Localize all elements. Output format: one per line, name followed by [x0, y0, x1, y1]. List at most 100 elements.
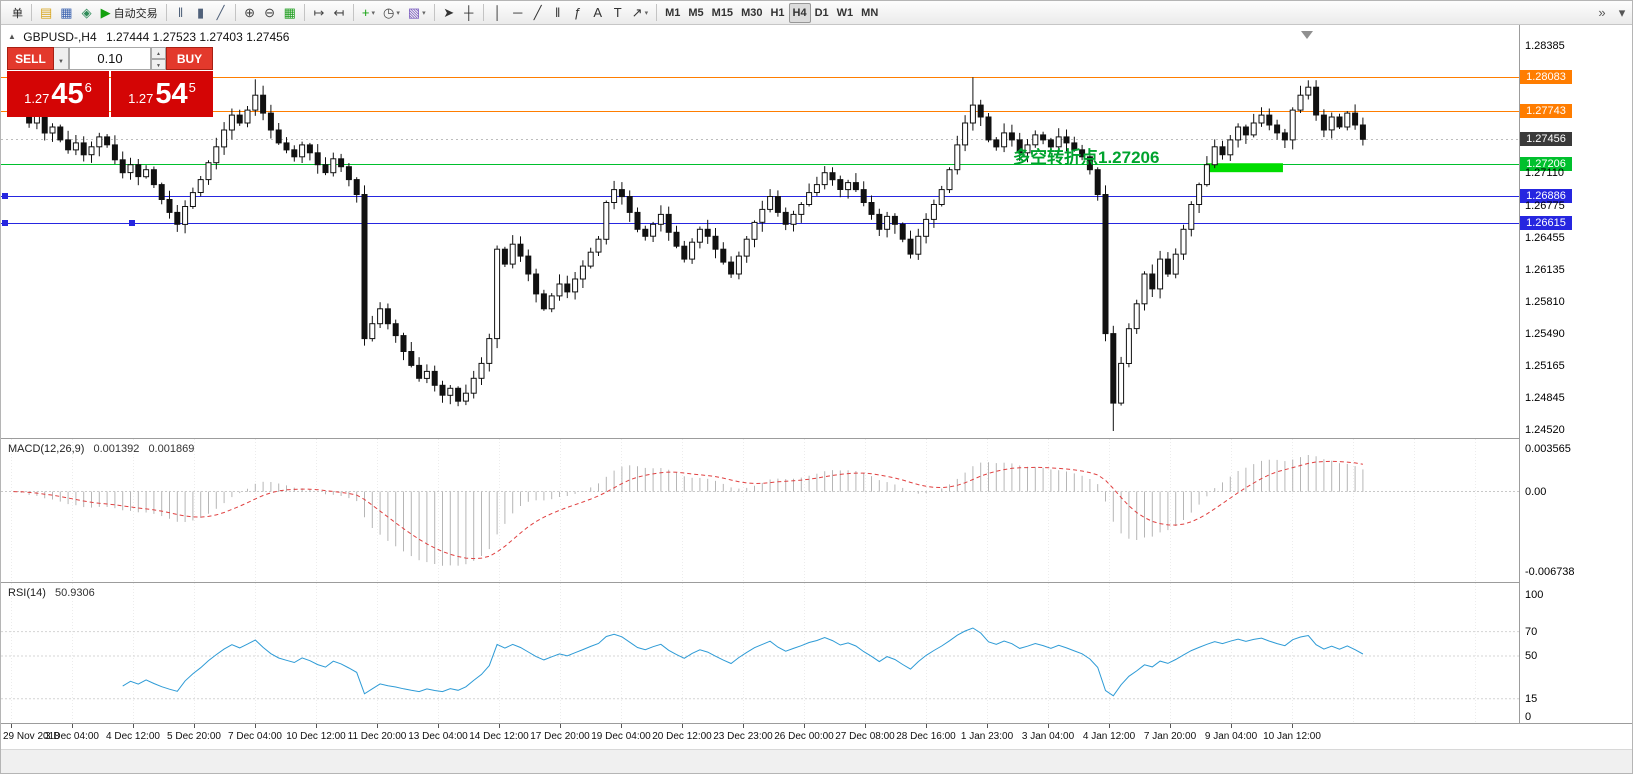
- data-window-button[interactable]: ▦: [56, 3, 76, 23]
- price-chart-canvas[interactable]: [1, 25, 1519, 438]
- buy-price-big-digits: 54: [155, 77, 188, 110]
- indicators-button[interactable]: + ▾: [358, 3, 379, 23]
- trade-price-row: 1.27 45 6 1.27 54 5: [7, 71, 213, 117]
- zoom-out-icon: ⊖: [264, 5, 276, 20]
- volume-decrease-button[interactable]: [151, 58, 166, 70]
- toolbar-separator: [31, 4, 32, 21]
- rsi-axis-label: 100: [1525, 589, 1544, 601]
- autotrading-icon: ▶: [100, 5, 111, 20]
- time-axis-label: 14 Dec 12:00: [469, 731, 529, 742]
- autotrading-button[interactable]: ▶ 自动交易: [97, 3, 162, 23]
- chart-annotation-text[interactable]: 多空转折点1.27206: [1013, 148, 1160, 167]
- status-bar: [1, 749, 1632, 773]
- toolbar-label: MN: [861, 6, 879, 19]
- auto-scroll-icon: ↦: [313, 5, 325, 20]
- tf-w1-button[interactable]: W1: [833, 3, 858, 23]
- buy-price-prefix: 1.27: [128, 90, 154, 106]
- periods-button[interactable]: ◷ ▾: [379, 3, 404, 23]
- arrows-tool-button[interactable]: ↗ ▾: [628, 3, 652, 23]
- price-axis-label: 1.25165: [1525, 359, 1565, 372]
- price-axis-label: 1.26455: [1525, 231, 1565, 244]
- toolbar-separator: [433, 4, 435, 21]
- sell-options-caret-icon[interactable]: [54, 47, 69, 70]
- candlestick-chart-button[interactable]: ▮: [191, 3, 211, 23]
- price-scale-border: [1519, 25, 1520, 723]
- volume-spinner: [151, 47, 166, 70]
- crosshair-tool-button[interactable]: ┼: [459, 3, 479, 23]
- rsi-label: RSI(14): [8, 587, 46, 599]
- toolbar-separator: [482, 4, 484, 21]
- rsi-indicator-panel[interactable]: RSI(14) 50.9306: [1, 583, 1519, 723]
- panel-separator[interactable]: [1, 582, 1632, 583]
- sell-price-box[interactable]: 1.27 45 6: [7, 71, 109, 117]
- time-axis-tick: [11, 724, 12, 728]
- trendline-tool-button[interactable]: ╱: [528, 3, 548, 23]
- bar-chart-icon: ‖: [177, 5, 184, 20]
- price-badge-orange: 1.28083: [1520, 70, 1572, 84]
- cursor-tool-button[interactable]: ➤: [439, 3, 459, 23]
- chart-shift-button[interactable]: ↤: [329, 3, 349, 23]
- rsi-axis-label: 0: [1525, 711, 1532, 723]
- cursor-tool-icon: ➤: [443, 5, 455, 20]
- tf-mn-button[interactable]: MN: [857, 3, 882, 23]
- navigator-button[interactable]: ◈: [77, 3, 97, 23]
- crosshair-tool-icon: ┼: [464, 5, 474, 20]
- label-tool-button[interactable]: T: [608, 3, 628, 23]
- vertical-line-tool-button[interactable]: │: [488, 3, 508, 23]
- line-chart-button[interactable]: ╱: [211, 3, 231, 23]
- time-axis-label: 5 Dec 20:00: [167, 731, 221, 742]
- time-scale[interactable]: 29 Nov 2018 3 Dec 04:00 4 Dec 12:00 5 Dec 2…: [1, 724, 1632, 749]
- tf-m30-button[interactable]: M30: [737, 3, 766, 23]
- panel-separator[interactable]: [1, 438, 1632, 439]
- tf-m15-button[interactable]: M15: [708, 3, 737, 23]
- price-axis-label: 1.28385: [1525, 40, 1565, 52]
- chart-symbol-period: GBPUSD-,H4: [23, 30, 97, 44]
- time-axis-tick: [255, 724, 256, 728]
- indicators-icon: +: [361, 5, 370, 20]
- macd-indicator-panel[interactable]: MACD(12,26,9) 0.001392 0.001869: [1, 439, 1519, 582]
- toolbar-overflow-icon: »: [1598, 5, 1606, 20]
- rsi-plot-area[interactable]: [1, 583, 1519, 723]
- price-axis-label: 1.24520: [1525, 424, 1565, 436]
- buy-price-box[interactable]: 1.27 54 5: [111, 71, 213, 117]
- tile-windows-button[interactable]: ▦: [280, 3, 300, 23]
- price-scale[interactable]: 1.28385 1.28083 1.27743 1.27456 1.27206 1.271…: [1520, 25, 1632, 723]
- time-axis-label: 17 Dec 20:00: [530, 731, 590, 742]
- tf-m5-button[interactable]: M5: [684, 3, 707, 23]
- tf-h1-button[interactable]: H1: [766, 3, 788, 23]
- fibonacci-tool-button[interactable]: ƒ: [568, 3, 588, 23]
- main-chart-panel[interactable]: GBPUSD-,H4 1.27444 1.27523 1.27403 1.274…: [1, 25, 1519, 438]
- tf-h4-button[interactable]: H4: [788, 2, 811, 23]
- tf-d1-button[interactable]: D1: [811, 3, 833, 23]
- macd-plot-area[interactable]: [1, 439, 1519, 582]
- chart-ohlc-values: 1.27444 1.27523 1.27403 1.27456: [105, 30, 290, 44]
- rsi-axis-label: 15: [1525, 692, 1538, 705]
- market-watch-button[interactable]: ▤: [36, 3, 56, 23]
- line-chart-icon: ╱: [216, 5, 225, 20]
- chart-shift-icon: ↤: [333, 5, 345, 20]
- sell-button[interactable]: SELL: [7, 47, 54, 70]
- sell-price-pipette: 6: [84, 79, 92, 95]
- buy-button[interactable]: BUY: [166, 47, 213, 70]
- sell-price-big-digits: 45: [51, 77, 84, 110]
- tf-m1-button[interactable]: M1: [661, 3, 684, 23]
- time-axis-tick: [194, 724, 195, 728]
- text-tool-button[interactable]: A: [588, 3, 608, 23]
- zoom-in-button[interactable]: ⊕: [240, 3, 260, 23]
- toolbar-label: M30: [741, 6, 763, 19]
- horizontal-line-tool-button[interactable]: ─: [508, 3, 528, 23]
- toolbar-menu-button[interactable]: ▾: [1612, 3, 1632, 23]
- channel-tool-button[interactable]: ‖: [548, 3, 568, 23]
- time-axis-tick: [987, 724, 988, 728]
- templates-button[interactable]: ▧ ▾: [404, 3, 430, 23]
- data-window-icon: ▦: [60, 5, 73, 20]
- main-toolbar: 单 ▤ ▦ ◈ ▶ 自动交易 ‖ ▮ ╱ ⊕ ⊖ ▦ ↦ ↤ + ▾ ◷ ▾ ▧ ▾ ➤ ┼ │ ─ ╱ ‖ ƒ A T ↗ ▾ M1 M5 M1…: [1, 1, 1632, 25]
- zoom-out-button[interactable]: ⊖: [260, 3, 280, 23]
- bar-chart-button[interactable]: ‖: [171, 3, 191, 23]
- new-order-button[interactable]: 单: [5, 3, 27, 23]
- time-axis-tick: [72, 724, 73, 728]
- volume-input[interactable]: 0.10: [69, 47, 151, 70]
- volume-increase-button[interactable]: [151, 47, 166, 59]
- auto-scroll-button[interactable]: ↦: [309, 3, 329, 23]
- toolbar-overflow-button[interactable]: »: [1592, 3, 1612, 23]
